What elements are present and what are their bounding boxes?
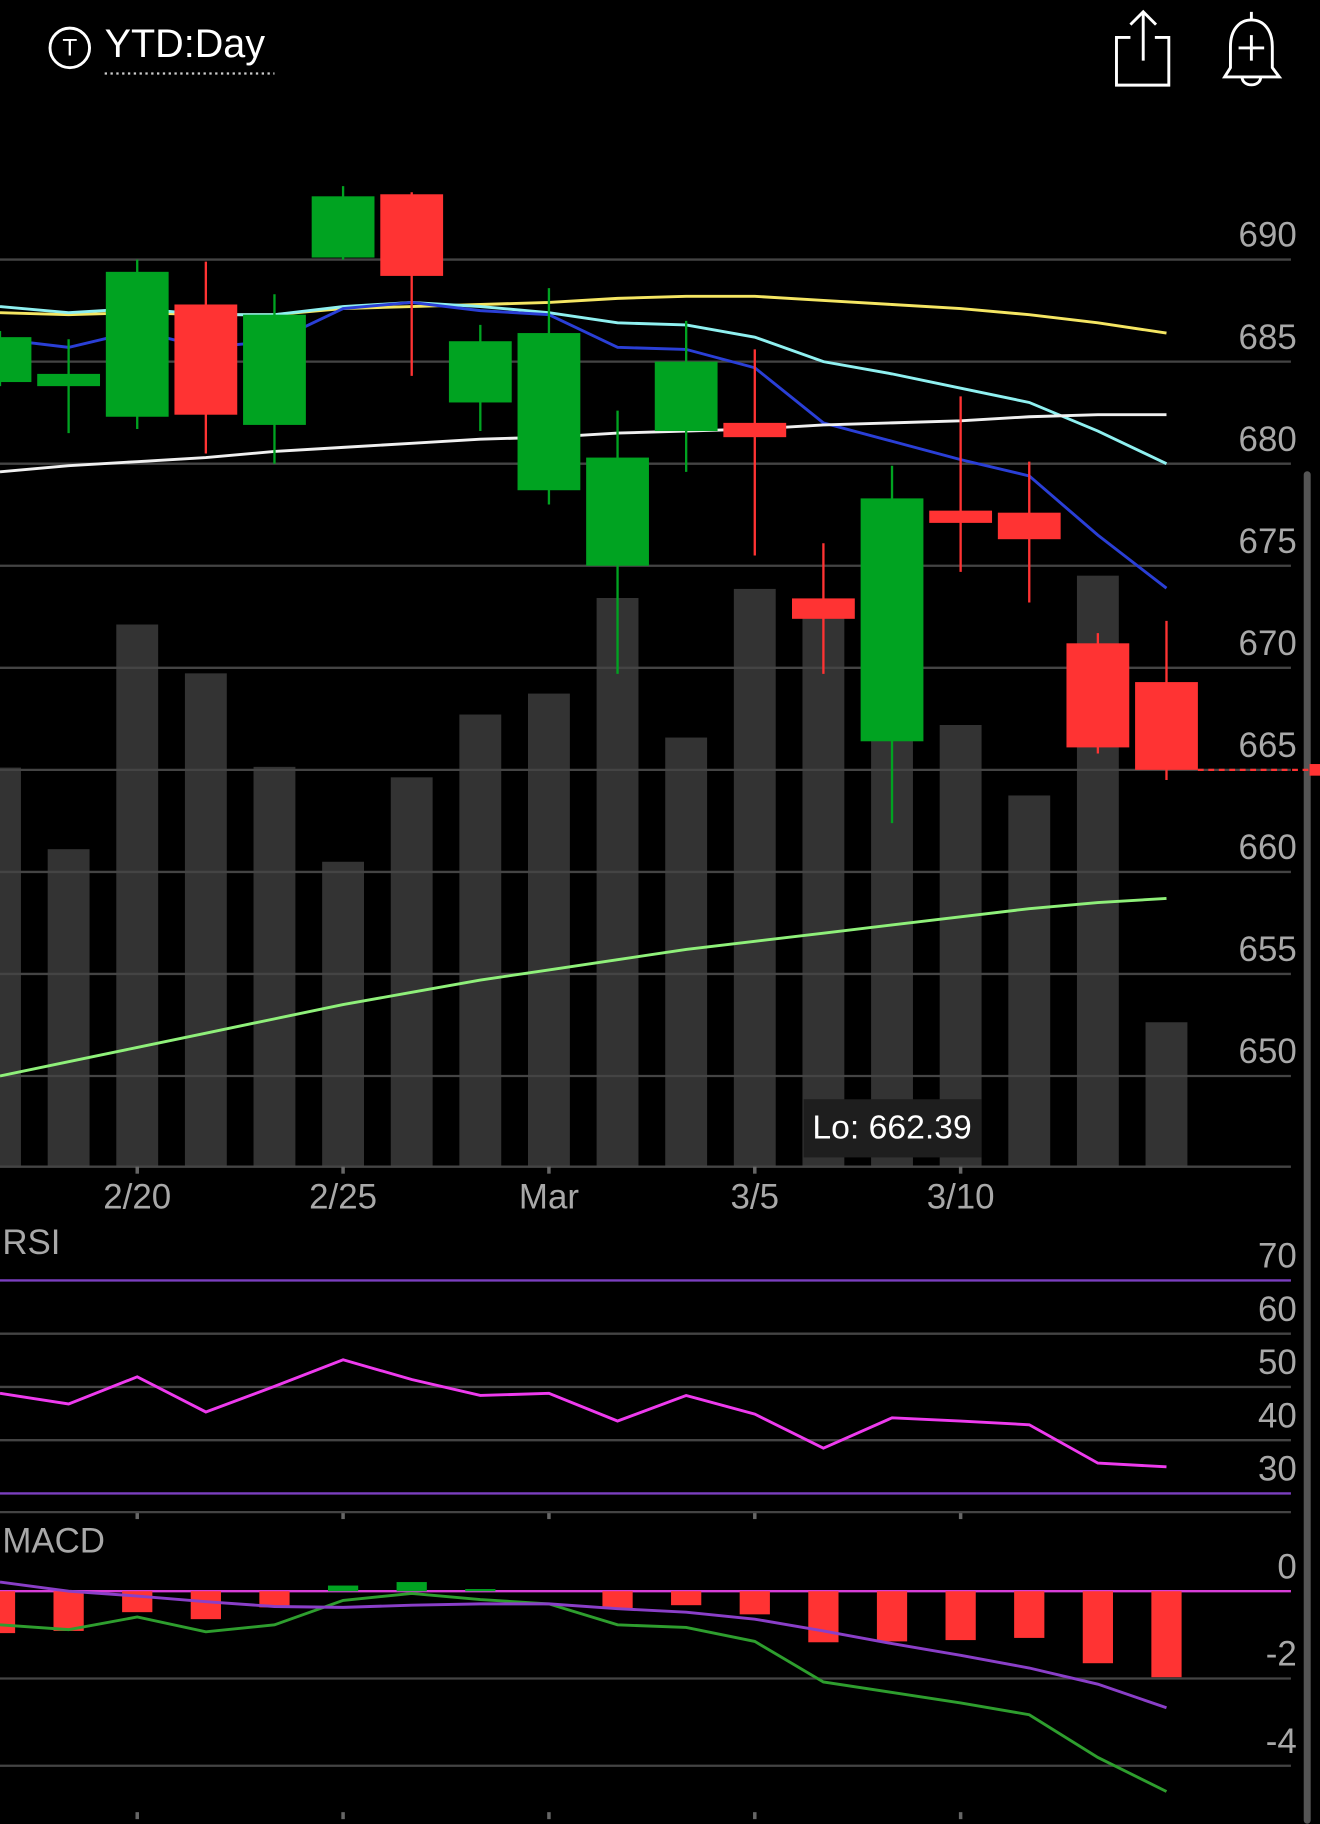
x-tick-label: 3/5 <box>731 1177 779 1216</box>
price-panel: 690 685 680 675 670 665 660 655 650 2/20 2/25 Mar 3/… <box>0 186 1320 1820</box>
candle-body <box>1066 643 1130 748</box>
candle-body <box>174 304 238 415</box>
y-tick-label: 655 <box>1239 930 1297 969</box>
histogram-bar <box>53 1591 84 1631</box>
x-tick-label: 3/10 <box>927 1177 995 1216</box>
y-tick-label: 40 <box>1258 1396 1297 1435</box>
volume-bar <box>253 766 296 1167</box>
candle-body <box>37 373 101 387</box>
macd-line <box>0 1591 1168 1793</box>
y-tick-label: -4 <box>1266 1722 1297 1761</box>
moving-average <box>0 413 1167 474</box>
y-tick-label: 60 <box>1258 1290 1297 1329</box>
symbol-icon[interactable] <box>48 26 92 70</box>
candle-body <box>311 196 375 258</box>
volume-bar <box>184 673 227 1167</box>
macd-line <box>0 1580 1167 1710</box>
histogram-bar <box>945 1591 976 1641</box>
share-button[interactable] <box>1115 9 1171 87</box>
histogram-bar <box>1151 1591 1182 1678</box>
histogram-bar <box>465 1589 496 1592</box>
y-tick-label: 690 <box>1239 216 1297 255</box>
rsi-panel: 70 60 50 40 30 RSI <box>0 1223 1297 1514</box>
volume-bar <box>596 597 639 1167</box>
volume-bar <box>1008 795 1051 1167</box>
panel-title: MACD <box>2 1522 105 1561</box>
candle-body <box>380 194 444 276</box>
annotation-bg <box>803 1099 982 1158</box>
candle-body <box>654 361 718 432</box>
histogram-bar <box>1082 1591 1113 1664</box>
x-tick-label: Mar <box>519 1177 579 1216</box>
alert-button[interactable] <box>1222 11 1283 87</box>
candle-body <box>860 498 924 742</box>
y-tick-label: 0 <box>1277 1547 1296 1586</box>
y-tick-label: 670 <box>1239 624 1297 663</box>
volume-bar <box>528 693 570 1167</box>
volume-bar <box>939 724 982 1167</box>
volume-bar <box>390 777 433 1167</box>
candle-body <box>1135 682 1198 770</box>
volume-bar <box>0 767 21 1167</box>
x-tick-label: 2/25 <box>309 1177 377 1216</box>
y-tick-label: -2 <box>1266 1635 1297 1674</box>
volume-bar <box>116 624 159 1167</box>
histogram-bar <box>808 1591 839 1643</box>
volume-bar <box>322 861 365 1167</box>
y-tick-label: 50 <box>1258 1343 1297 1382</box>
candle-body <box>448 341 512 403</box>
y-tick-label: 680 <box>1239 420 1297 459</box>
timeframe[interactable]: YTD:Day <box>105 22 266 66</box>
histogram-bar <box>190 1591 221 1620</box>
y-tick-label: 30 <box>1258 1450 1297 1489</box>
y-tick-label: 665 <box>1239 726 1297 765</box>
last-price-marker <box>1309 764 1320 776</box>
histogram-bar <box>0 1591 16 1634</box>
histogram-bar <box>876 1591 908 1642</box>
histogram-bar <box>259 1591 290 1608</box>
candle-body <box>586 457 649 566</box>
candle-body <box>792 598 855 619</box>
histogram-bar <box>1014 1591 1045 1638</box>
header: T YTD:Day <box>48 9 1283 87</box>
scrollbar[interactable] <box>1303 471 1311 1824</box>
volume-bar <box>733 588 776 1167</box>
y-tick-label: 685 <box>1239 318 1297 357</box>
histogram-bar <box>327 1585 359 1592</box>
panel-title: RSI <box>2 1223 60 1262</box>
macd-panel: 0 -2 -4 MACD <box>0 1522 1297 1793</box>
y-tick-label: 675 <box>1239 522 1297 561</box>
volume-bar <box>459 714 502 1167</box>
y-tick-label: 70 <box>1258 1237 1297 1276</box>
histogram-bar <box>671 1591 702 1606</box>
annotation: Lo: 662.39 <box>812 1108 971 1146</box>
candle-body <box>243 314 306 425</box>
candle-body <box>997 512 1061 540</box>
volume-bar <box>47 849 90 1167</box>
candle-body <box>517 333 581 491</box>
rsi-line <box>0 1358 1167 1469</box>
volume-bar <box>802 616 845 1167</box>
candle-body <box>723 422 787 438</box>
histogram-bar <box>739 1591 770 1615</box>
y-tick-label: 650 <box>1239 1032 1297 1071</box>
moving-average <box>0 896 1167 1078</box>
histogram-bar <box>396 1582 427 1592</box>
candle-body <box>105 271 169 417</box>
volume-bar <box>1145 1022 1188 1167</box>
x-tick-label: 2/20 <box>103 1177 171 1216</box>
y-tick-label: 660 <box>1239 828 1297 867</box>
histogram-bar <box>602 1591 633 1609</box>
candle-body <box>0 337 32 383</box>
symbol-icon-label: T <box>62 35 77 62</box>
candle-body <box>929 510 993 523</box>
